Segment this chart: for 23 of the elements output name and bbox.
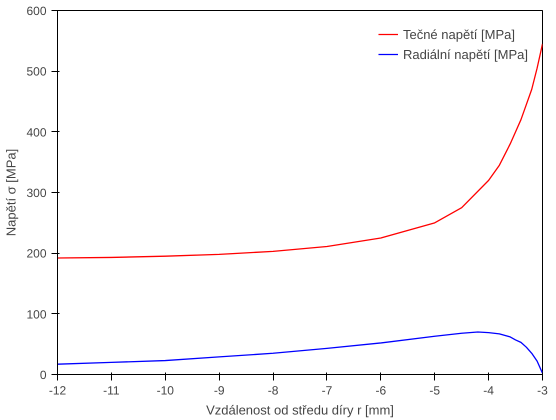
x-tick-label: -6 (376, 384, 386, 398)
y-tick-label: 0 (40, 368, 47, 382)
x-tick-label: -5 (429, 384, 440, 398)
legend-label: Tečné napětí [MPa] (402, 26, 515, 42)
x-tick-label: -9 (214, 384, 225, 398)
x-tick-label: -3 (537, 384, 548, 398)
y-tick-label: 100 (26, 307, 47, 322)
x-tick-label: -11 (103, 384, 120, 398)
line-series (58, 43, 542, 259)
y-tick-label: 200 (26, 246, 47, 261)
x-tick-label: -4 (483, 384, 494, 398)
line-series (58, 331, 542, 374)
x-tick-label: -7 (322, 384, 333, 398)
y-axis-title: Napětí σ [MPa] (3, 148, 18, 236)
y-tick-label: 600 (26, 4, 47, 18)
legend-label: Radiální napětí [MPa] (402, 46, 528, 62)
x-tick-label: -8 (268, 384, 279, 398)
x-tick-label: -12 (48, 384, 66, 398)
y-tick-label: 500 (26, 64, 47, 79)
y-tick-label: 300 (26, 186, 47, 200)
x-axis-title: Vzdálenost od středu díry r [mm] (206, 402, 394, 418)
y-tick-label: 400 (26, 125, 47, 140)
x-tick-label: -10 (156, 384, 174, 398)
